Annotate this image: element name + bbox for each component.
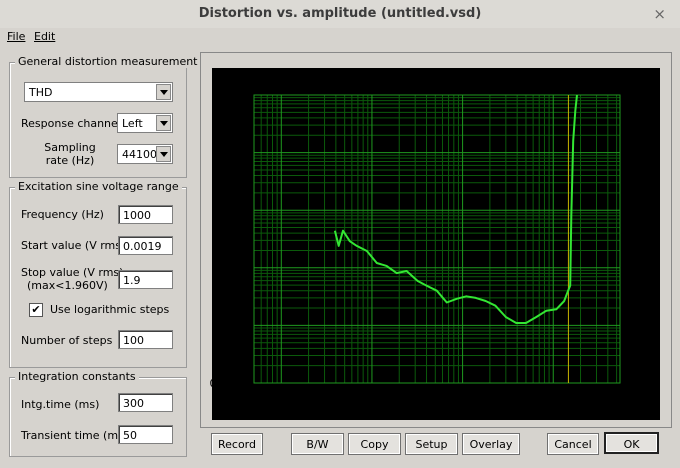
cancel-button[interactable]: Cancel <box>547 433 599 455</box>
group-legend: Excitation sine voltage range <box>15 180 182 193</box>
x-tick-label: 0.1 <box>363 390 381 403</box>
y-tick-label: 0.01 <box>224 262 249 275</box>
record-button[interactable]: Record <box>211 433 263 455</box>
cursor-readout: Crsr:14.7V, THD:0.0042% <box>251 403 392 416</box>
x-tick-label: 0.01 <box>269 390 294 403</box>
group-legend: Integration constants <box>15 370 139 383</box>
y-axis-label: Distortion (%) <box>254 78 330 91</box>
copy-button[interactable]: Copy <box>348 433 401 455</box>
label: (max<1.960V) <box>27 279 108 292</box>
data-line <box>333 94 578 324</box>
dropdown-arrow <box>156 115 171 131</box>
start-input[interactable]: 0.0019 <box>118 236 173 255</box>
menu-edit[interactable]: Edit <box>34 30 55 43</box>
close-button[interactable]: × <box>653 5 666 23</box>
x-tick-label: 10.0 <box>541 390 566 403</box>
group-box <box>9 377 187 457</box>
select-value: THD <box>29 86 53 99</box>
frequency-input[interactable]: 1000 <box>118 205 173 224</box>
plot-background <box>212 68 660 420</box>
x-tick-label: 1.0 <box>454 390 472 403</box>
label: Sampling rate (Hz) <box>44 141 96 167</box>
steps-input[interactable]: 100 <box>118 330 173 349</box>
label: Stop value (V rms) <box>21 266 124 279</box>
group-legend: General distortion measurement <box>15 55 201 68</box>
overlay-button[interactable]: Overlay <box>462 433 520 455</box>
select-value: 44100 <box>122 148 157 161</box>
y-tick-label: 1.0 <box>231 147 249 160</box>
label: Start value (V rms) <box>21 239 126 252</box>
transient-input[interactable]: 50 <box>118 425 173 444</box>
setup-button[interactable]: Setup <box>405 433 458 455</box>
label: Intg.time (ms) <box>21 398 100 411</box>
window-title: Distortion vs. amplitude (untitled.vsd) <box>198 6 482 21</box>
menu-label: File <box>7 30 26 43</box>
stop-input[interactable]: 1.9 <box>118 270 173 289</box>
menu-label: Edit <box>34 30 56 43</box>
select-value: Left <box>122 117 143 130</box>
y-tick-label: 0.001 <box>217 319 249 332</box>
plot-frame <box>253 94 621 384</box>
chart-panel: 0.01 0.1 1.0 10.0 0.0001 0.001 0.01 0.1 1.0 10.0 D… <box>200 52 672 428</box>
ok-button[interactable]: OK <box>604 432 659 454</box>
chart: 0.01 0.1 1.0 10.0 0.0001 0.001 0.01 0.1 1.0 10.0 D… <box>210 68 660 420</box>
label: Frequency (Hz) <box>21 208 104 221</box>
label: Transient time (ms) <box>21 429 129 442</box>
response-select[interactable]: Left <box>117 113 173 133</box>
y-tick-label: 0.1 <box>231 204 249 217</box>
menu-file[interactable]: File <box>7 30 25 43</box>
label: Response channel <box>21 117 121 130</box>
label: Use logarithmic steps <box>50 303 170 316</box>
dropdown-arrow <box>156 146 171 162</box>
x-axis-label: Voltage (V rms) <box>535 403 620 416</box>
bw-button[interactable]: B/W <box>291 433 344 455</box>
intg-input[interactable]: 300 <box>118 393 173 412</box>
measurement-select[interactable]: THD <box>24 82 173 102</box>
side-label: STEPS <box>622 97 633 152</box>
title-bar: Distortion vs. amplitude (untitled.vsd) <box>0 0 680 28</box>
dropdown-arrow <box>156 84 171 100</box>
label: Number of steps <box>21 334 113 347</box>
checkbox[interactable]: ✔ <box>29 303 43 317</box>
sampling-select[interactable]: 44100 <box>117 144 173 164</box>
y-tick-label: 10.0 <box>224 89 249 102</box>
y-tick-label: 0.0001 <box>210 377 249 390</box>
